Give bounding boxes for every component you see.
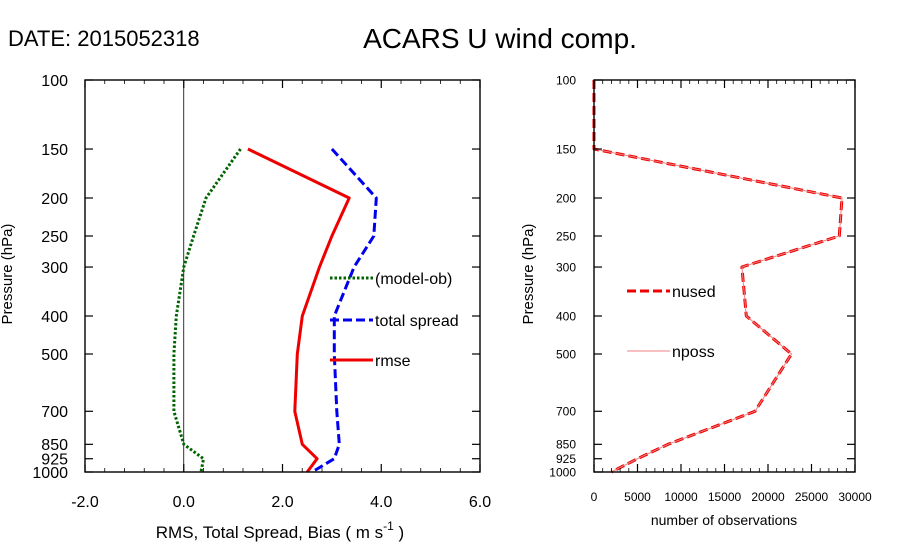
left-y-tick-label: 1000 <box>32 465 68 482</box>
right-y-tick-label: 250 <box>556 229 576 243</box>
left-y-tick-label: 500 <box>41 347 68 364</box>
left-y-tick-label: 300 <box>41 260 68 277</box>
left-x-axis-label: RMS, Total Spread, Bias ( m s-1 ) <box>156 519 404 542</box>
right-x-tick-label: 25000 <box>795 490 829 504</box>
right-x-tick-label: 20000 <box>751 490 785 504</box>
right-x-tick-label: 5000 <box>624 490 651 504</box>
right-y-tick-label: 700 <box>556 405 576 419</box>
right-y-tick-label: 925 <box>556 452 576 466</box>
chart-title: ACARS U wind comp. <box>363 23 637 54</box>
right-y-tick-label: 1000 <box>549 465 576 479</box>
left-y-tick-label: 925 <box>41 451 68 468</box>
left-x-tick-label: -2.0 <box>71 494 99 511</box>
left-x-tick-label: 6.0 <box>469 494 491 511</box>
left-legend-model-ob-label: (model-ob) <box>375 271 452 288</box>
right-x-axis-label: number of observations <box>651 512 797 528</box>
left-y-tick-label: 850 <box>41 437 68 454</box>
right-series-nposs-line <box>593 80 843 473</box>
left-series-model-ob-line <box>172 148 242 473</box>
right-x-tick-label: 30000 <box>838 490 872 504</box>
right-x-tick-label: 15000 <box>708 490 742 504</box>
left-y-axis-label: Pressure (hPa) <box>0 224 16 325</box>
right-y-tick-label: 200 <box>556 191 576 205</box>
left-legend-rmse-label: rmse <box>375 353 411 370</box>
right-x-tick-label: 0 <box>591 490 598 504</box>
right-axes-frame <box>593 79 856 473</box>
right-y-tick-label: 150 <box>556 142 576 156</box>
left-y-tick-label: 150 <box>41 142 68 159</box>
right-y-tick-label: 850 <box>556 438 576 452</box>
right-y-tick-label: 500 <box>556 347 576 361</box>
right-y-tick-label: 400 <box>556 309 576 323</box>
left-series-rmse-line <box>247 147 351 473</box>
right-series-nused-line <box>592 80 844 474</box>
date-label: DATE: 2015052318 <box>8 26 200 51</box>
right-y-tick-label: 300 <box>556 260 576 274</box>
left-y-tick-label: 100 <box>41 73 68 90</box>
left-x-tick-label: 0.0 <box>173 494 195 511</box>
left-y-tick-label: 200 <box>41 191 68 208</box>
left-series-total-spread-line <box>311 147 378 474</box>
left-legend-total-spread-label: total spread <box>375 313 459 330</box>
right-legend-nused-label: nused <box>672 284 716 301</box>
left-x-tick-label: 2.0 <box>271 494 293 511</box>
left-y-tick-label: 400 <box>41 309 68 326</box>
left-x-axis-label-main: RMS, Total Spread, Bias ( m s <box>156 523 383 542</box>
left-x-tick-label: 4.0 <box>370 494 392 511</box>
left-y-tick-label: 250 <box>41 229 68 246</box>
left-x-axis-label-suffix: ) <box>394 523 404 542</box>
left-y-tick-label: 700 <box>41 404 68 421</box>
right-legend-nposs-label: nposs <box>672 344 715 361</box>
right-y-axis-label: Pressure (hPa) <box>520 224 537 325</box>
right-x-tick-label: 10000 <box>664 490 698 504</box>
left-x-axis-label-superscript: -1 <box>383 519 394 533</box>
right-y-tick-label: 100 <box>556 73 576 87</box>
